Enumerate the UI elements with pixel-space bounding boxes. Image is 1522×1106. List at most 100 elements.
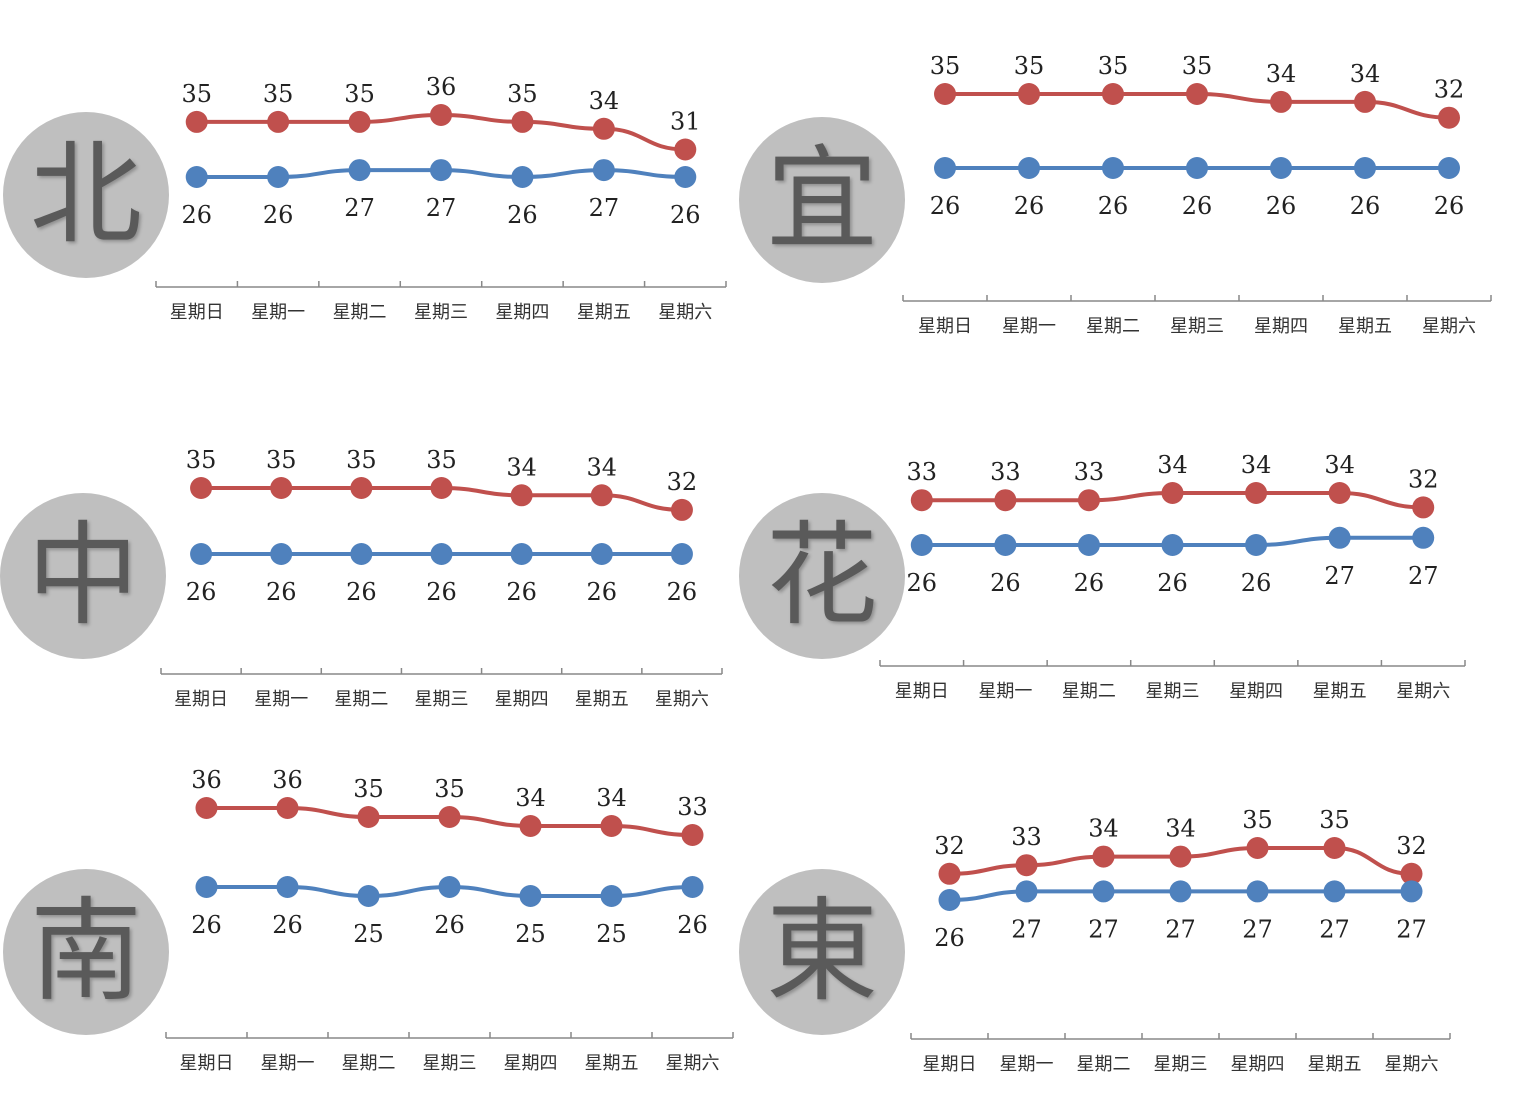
data-point-low	[681, 876, 704, 898]
data-label-high: 35	[1242, 806, 1273, 834]
data-label-low: 26	[587, 578, 618, 606]
data-label-high: 35	[263, 80, 294, 108]
data-point-high	[1400, 862, 1423, 885]
data-label-high: 33	[677, 793, 708, 821]
data-label-high: 35	[186, 446, 217, 474]
data-label-low: 26	[907, 569, 938, 597]
region-badge: 南	[3, 869, 169, 1035]
data-point-high	[592, 117, 615, 140]
data-point-low	[1161, 534, 1184, 556]
region-badge: 花	[739, 493, 905, 659]
data-point-high	[1354, 90, 1376, 113]
data-point-low	[600, 885, 623, 907]
x-tick-label: 星期四	[1231, 1054, 1285, 1075]
x-tick-label: 星期日	[918, 316, 972, 337]
data-label-low: 26	[506, 578, 537, 606]
data-point-high	[1102, 83, 1124, 105]
x-tick-label: 星期日	[180, 1053, 234, 1074]
x-tick-label: 星期五	[575, 689, 629, 710]
data-point-low	[590, 543, 613, 565]
data-label-low: 26	[930, 192, 961, 220]
data-label-low: 27	[1319, 915, 1350, 943]
data-point-high	[1169, 845, 1192, 868]
data-point-high	[590, 484, 613, 507]
data-label-low: 27	[1396, 915, 1427, 943]
region-badge: 東	[739, 869, 905, 1035]
data-point-high	[267, 110, 290, 133]
x-tick-label: 星期一	[978, 681, 1032, 702]
data-point-low	[185, 166, 208, 188]
data-label-high: 35	[344, 80, 375, 108]
data-point-high	[430, 477, 453, 499]
region-name: 中	[27, 511, 139, 641]
x-tick-label: 星期一	[251, 302, 305, 323]
data-label-low: 27	[1011, 915, 1042, 943]
data-point-high	[1270, 90, 1292, 113]
x-tick-label: 星期三	[1154, 1054, 1208, 1075]
data-point-low	[674, 166, 697, 188]
x-tick-label: 星期五	[1338, 316, 1392, 337]
data-label-high: 34	[1088, 815, 1119, 843]
region-name: 東	[766, 887, 878, 1017]
data-point-high	[681, 824, 704, 846]
data-label-high: 34	[1266, 60, 1297, 88]
x-tick-label: 星期六	[1396, 681, 1450, 702]
data-point-high	[1015, 854, 1038, 877]
data-point-high	[350, 477, 373, 499]
data-point-low	[1323, 880, 1346, 903]
x-tick-label: 星期日	[895, 681, 949, 702]
data-label-low: 26	[263, 201, 294, 229]
data-label-high: 34	[1241, 451, 1272, 479]
data-point-high	[276, 797, 299, 819]
data-label-high: 35	[930, 52, 961, 80]
data-label-high: 35	[266, 446, 297, 474]
x-tick-label: 星期六	[1385, 1054, 1439, 1075]
data-label-low: 26	[266, 578, 297, 606]
data-label-low: 26	[1182, 192, 1213, 220]
data-point-high	[1077, 489, 1100, 512]
data-point-high	[1328, 482, 1351, 504]
data-label-high: 36	[191, 766, 222, 794]
data-label-low: 26	[1434, 192, 1465, 220]
data-point-low	[438, 876, 461, 898]
data-point-low	[270, 543, 293, 565]
data-label-low: 27	[1242, 915, 1273, 943]
data-label-low: 26	[507, 201, 538, 229]
data-label-high: 35	[353, 775, 384, 803]
data-point-high	[674, 138, 697, 161]
data-point-high	[670, 498, 693, 521]
data-point-low	[938, 889, 961, 911]
x-tick-label: 星期三	[423, 1053, 477, 1074]
data-point-low	[195, 876, 218, 898]
x-tick-label: 星期五	[1308, 1054, 1362, 1075]
data-point-high	[511, 110, 534, 133]
data-point-high	[438, 806, 461, 828]
data-label-high: 35	[1319, 806, 1350, 834]
data-label-high: 35	[346, 446, 377, 474]
data-point-low	[1270, 157, 1292, 179]
data-point-low	[1354, 157, 1376, 179]
x-tick-label: 星期三	[1146, 681, 1200, 702]
data-point-high	[934, 83, 956, 105]
data-point-low	[1328, 526, 1351, 549]
x-tick-label: 星期日	[170, 302, 224, 323]
data-label-low: 27	[426, 194, 457, 222]
data-label-low: 27	[1088, 915, 1119, 943]
data-label-high: 34	[596, 784, 627, 812]
data-point-low	[267, 166, 290, 188]
x-tick-label: 星期六	[666, 1053, 720, 1074]
data-point-high	[938, 862, 961, 885]
data-point-low	[1092, 880, 1115, 903]
data-label-high: 36	[272, 766, 303, 794]
data-label-high: 31	[670, 108, 701, 136]
data-label-high: 33	[990, 458, 1021, 486]
data-label-low: 27	[589, 194, 620, 222]
data-label-high: 35	[181, 80, 212, 108]
data-label-low: 26	[1098, 192, 1129, 220]
data-point-low	[1018, 157, 1040, 179]
data-point-low	[357, 885, 380, 907]
data-label-low: 26	[1350, 192, 1381, 220]
